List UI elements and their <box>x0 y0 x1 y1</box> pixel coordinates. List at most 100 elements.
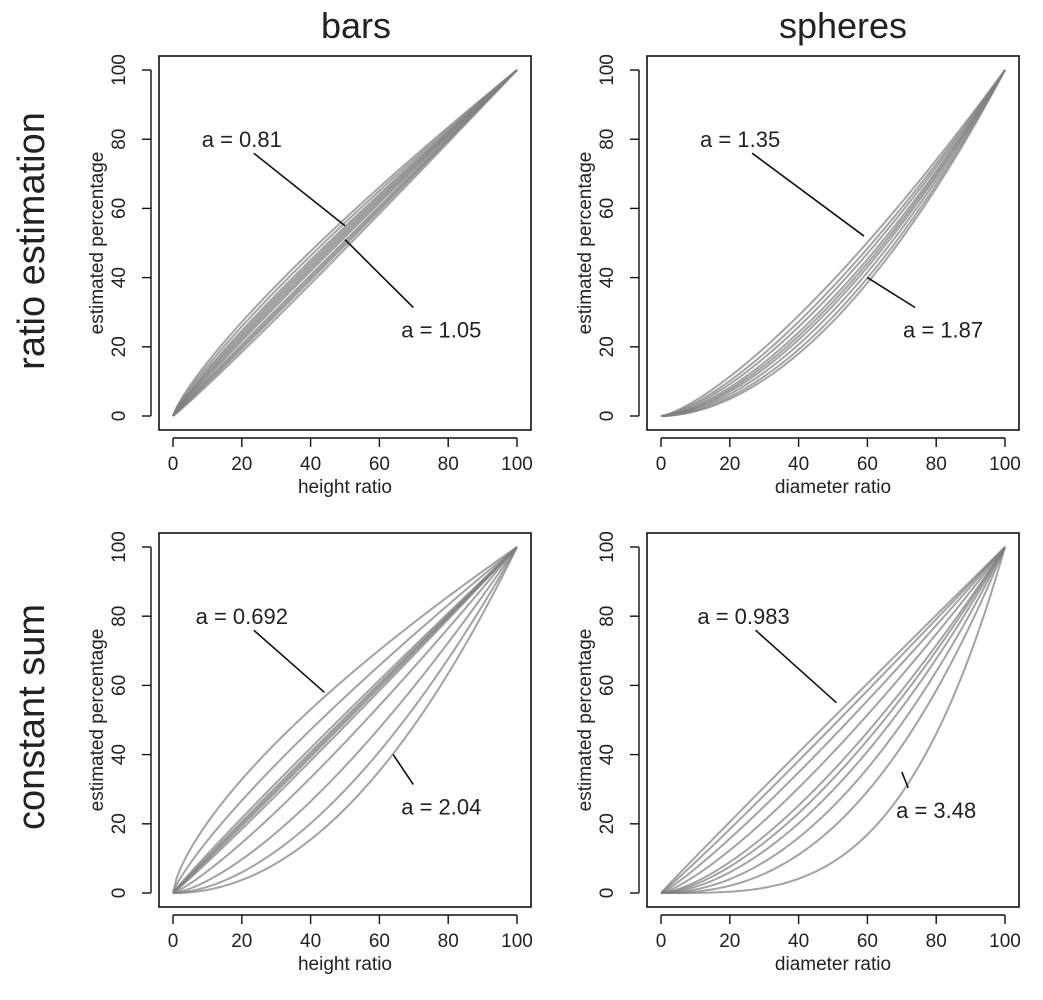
series-curve <box>172 546 518 894</box>
series-curve <box>172 69 518 417</box>
x-tick-label: 40 <box>300 931 321 952</box>
y-tick-label: 20 <box>597 336 618 357</box>
series-curve <box>660 69 1006 417</box>
y-tick-label: 40 <box>597 744 618 765</box>
annotation-leader-line <box>901 771 909 789</box>
x-tick-label: 80 <box>438 454 459 475</box>
y-tick-label: 20 <box>597 813 618 834</box>
plot-frame <box>646 532 1020 908</box>
annotation-label: a = 1.87 <box>903 318 983 343</box>
annotation-leader-line <box>253 629 325 693</box>
y-tick-label: 100 <box>597 531 618 563</box>
y-tick-label: 60 <box>109 198 130 219</box>
series-curve <box>660 69 1006 417</box>
y-axis-label: estimated percentage <box>575 152 596 335</box>
y-tick-label: 80 <box>109 606 130 627</box>
plot-frame <box>158 55 532 431</box>
y-tick-label: 40 <box>109 744 130 765</box>
series-curve <box>172 546 518 894</box>
x-tick-label: 0 <box>656 454 667 475</box>
series-curve <box>660 546 1006 894</box>
x-tick-label: 60 <box>857 931 878 952</box>
series-curve <box>660 69 1006 417</box>
series-curve <box>172 69 518 417</box>
annotation-leader-line <box>866 276 916 309</box>
column-title-bars: bars <box>321 5 391 46</box>
y-tick-label: 80 <box>597 129 618 150</box>
annotation-leader-line <box>344 238 414 309</box>
x-tick-label: 20 <box>719 931 740 952</box>
panels: 0 20 40 60 80 100 height ratio 0 20 40 60 80 100 esti… <box>87 54 1021 975</box>
series-curve <box>660 546 1006 894</box>
annotation-label: a = 1.05 <box>401 318 481 343</box>
x-tick-label: 80 <box>438 931 459 952</box>
annotation-label: a = 0.983 <box>697 604 789 629</box>
panel-1: 0 20 40 60 80 100 height ratio 0 20 40 60 80 100 esti… <box>87 54 533 498</box>
x-tick-label: 40 <box>788 931 809 952</box>
x-tick-label: 60 <box>369 931 390 952</box>
annotation-leader-line <box>755 629 837 704</box>
x-tick-label: 40 <box>300 454 321 475</box>
y-tick-label: 20 <box>109 336 130 357</box>
y-tick-label: 100 <box>109 531 130 563</box>
x-tick-label: 60 <box>857 454 878 475</box>
x-axis-label: height ratio <box>298 954 392 975</box>
series-curve <box>172 69 518 417</box>
y-tick-label: 0 <box>109 888 130 899</box>
series-curve <box>172 546 518 894</box>
y-tick-label: 0 <box>597 411 618 422</box>
series-curve <box>172 546 518 894</box>
series-curve <box>660 69 1006 417</box>
series-curve <box>172 69 518 417</box>
annotation-leader-line <box>751 152 865 237</box>
series-curve <box>660 69 1006 417</box>
y-tick-label: 60 <box>109 675 130 696</box>
series-curve <box>660 546 1006 894</box>
series-curve <box>660 546 1006 894</box>
y-tick-label: 0 <box>109 411 130 422</box>
panel-2: 0 20 40 60 80 100 diameter ratio 0 20 40 60 80 100 es… <box>575 54 1021 498</box>
row-title-ratio-estimation: ratio estimation <box>11 112 53 370</box>
y-tick-label: 60 <box>597 675 618 696</box>
x-axis-label: diameter ratio <box>775 477 891 498</box>
series-curve <box>660 546 1006 894</box>
x-tick-label: 20 <box>231 454 252 475</box>
annotation-label: a = 0.81 <box>202 127 282 152</box>
x-tick-label: 60 <box>369 454 390 475</box>
y-tick-label: 80 <box>109 129 130 150</box>
x-tick-label: 0 <box>168 931 179 952</box>
x-axis-label: height ratio <box>298 477 392 498</box>
annotation-label: a = 2.04 <box>401 795 481 820</box>
y-axis-label: estimated percentage <box>87 629 108 812</box>
annotation-leader-line <box>392 754 414 785</box>
series-curve <box>660 546 1006 894</box>
x-tick-label: 80 <box>926 931 947 952</box>
x-tick-label: 80 <box>926 454 947 475</box>
y-axis-label: estimated percentage <box>575 629 596 812</box>
series-curve <box>661 546 1006 894</box>
series-curve <box>660 546 1006 894</box>
panel-4: 0 20 40 60 80 100 diameter ratio 0 20 40 60 80 100 es… <box>575 531 1021 975</box>
series-curve <box>172 69 518 417</box>
panel-3: 0 20 40 60 80 100 height ratio 0 20 40 60 80 100 esti… <box>87 531 533 975</box>
x-axis-label: diameter ratio <box>775 954 891 975</box>
y-tick-label: 60 <box>597 198 618 219</box>
y-tick-label: 40 <box>597 267 618 288</box>
annotation-leader-line <box>253 152 346 227</box>
series-curve <box>172 546 518 894</box>
y-tick-label: 80 <box>597 606 618 627</box>
x-tick-label: 100 <box>501 454 533 475</box>
series-curve <box>660 546 1006 894</box>
annotation-label: a = 1.35 <box>700 127 780 152</box>
series-curve <box>660 546 1006 894</box>
x-tick-label: 100 <box>989 454 1021 475</box>
y-tick-label: 100 <box>597 54 618 86</box>
series-curve <box>172 546 518 894</box>
x-tick-label: 0 <box>168 454 179 475</box>
y-tick-label: 100 <box>109 54 130 86</box>
plot-frame <box>158 532 532 908</box>
y-axis-label: estimated percentage <box>87 152 108 335</box>
x-tick-label: 20 <box>719 454 740 475</box>
plot-frame <box>646 55 1020 431</box>
